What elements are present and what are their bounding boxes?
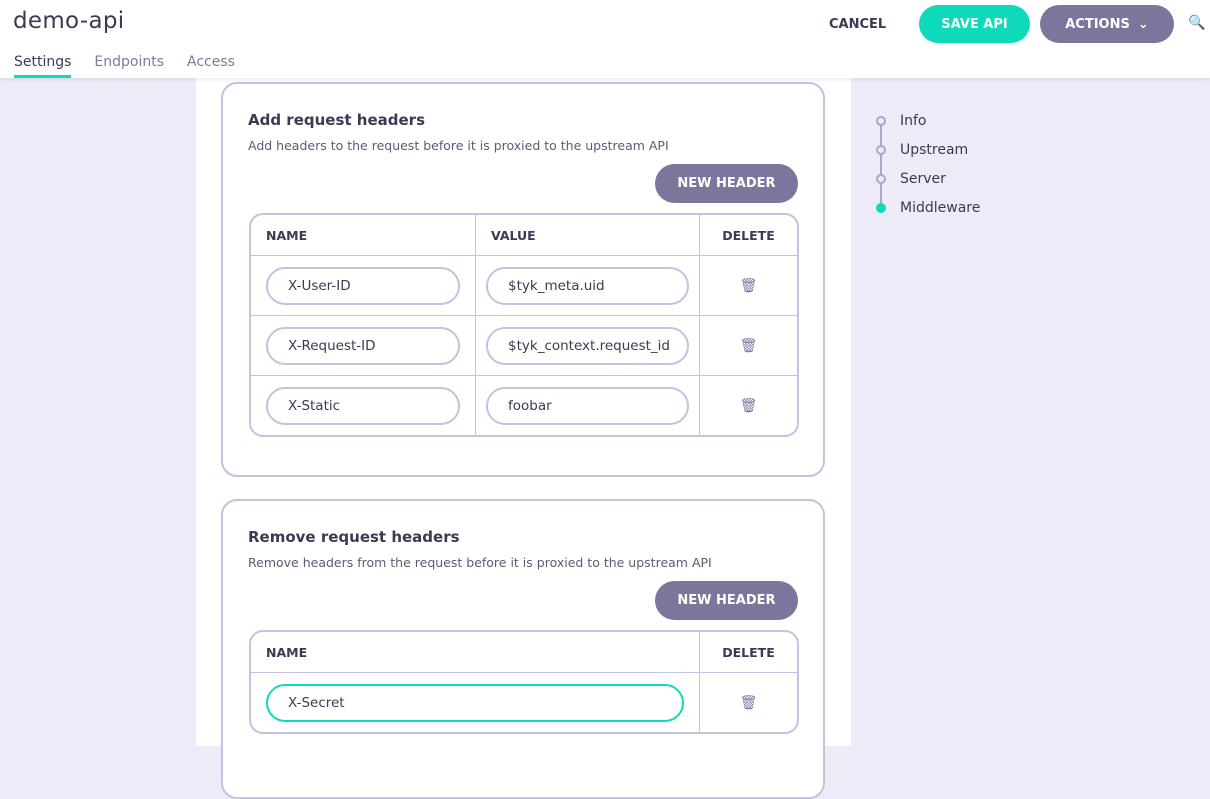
headers-table: NAME VALUE DELETE X-User-ID $tyk_meta.ui…	[249, 213, 799, 437]
new-header-button[interactable]: NEW HEADER	[655, 164, 798, 203]
step-label: Upstream	[900, 141, 969, 158]
tabs: Settings Endpoints Access	[14, 54, 235, 78]
header-name-input[interactable]: X-Request-ID	[266, 326, 460, 365]
headers-table: NAME DELETE X-Secret 🗑	[249, 630, 799, 734]
header-value-input[interactable]: $tyk_meta.uid	[486, 266, 689, 305]
table-row: X-Request-ID $tyk_context.request_id 🗑	[251, 315, 797, 375]
header-name-input[interactable]: X-User-ID	[266, 266, 460, 305]
trash-icon[interactable]: 🗑	[739, 277, 758, 294]
table-row: X-Static foobar 🗑	[251, 375, 797, 435]
tab-settings[interactable]: Settings	[14, 54, 72, 78]
step-info[interactable]: Info	[876, 106, 980, 135]
card-title: Remove request headers	[248, 528, 460, 546]
main-content: Add request headers Add headers to the r…	[196, 78, 851, 799]
column-delete: DELETE	[699, 215, 797, 255]
step-dot-icon	[876, 144, 886, 155]
step-label: Middleware	[900, 199, 981, 216]
column-value: VALUE	[475, 215, 699, 255]
header-name-input[interactable]: X-Static	[266, 386, 460, 425]
step-dot-icon	[876, 115, 886, 126]
save-label: SAVE API	[941, 16, 1008, 32]
save-api-button[interactable]: SAVE API	[919, 5, 1030, 43]
table-header: NAME VALUE DELETE	[251, 215, 797, 255]
step-label: Server	[900, 170, 946, 187]
trash-icon[interactable]: 🗑	[739, 694, 758, 711]
table-header: NAME DELETE	[251, 632, 797, 672]
step-middleware[interactable]: Middleware	[876, 193, 980, 222]
step-dot-active-icon	[876, 202, 886, 213]
table-row: X-User-ID $tyk_meta.uid 🗑	[251, 255, 797, 315]
card-description: Add headers to the request before it is …	[248, 138, 669, 153]
section-stepper: Info Upstream Server Middleware	[876, 106, 980, 222]
tab-access[interactable]: Access	[187, 54, 235, 70]
header-value-input[interactable]: $tyk_context.request_id	[486, 326, 689, 365]
actions-label: ACTIONS	[1065, 16, 1130, 32]
table-row: X-Secret 🗑	[251, 672, 797, 732]
actions-button[interactable]: ACTIONS ⌄	[1040, 5, 1174, 43]
new-header-button[interactable]: NEW HEADER	[655, 581, 798, 620]
step-server[interactable]: Server	[876, 164, 980, 193]
column-name: NAME	[266, 644, 308, 660]
step-label: Info	[900, 112, 927, 129]
step-dot-icon	[876, 173, 886, 184]
card-title: Add request headers	[248, 111, 425, 129]
column-name: NAME	[266, 227, 308, 243]
stepper-line	[880, 120, 882, 204]
trash-icon[interactable]: 🗑	[739, 397, 758, 414]
trash-icon[interactable]: 🗑	[739, 337, 758, 354]
card-description: Remove headers from the request before i…	[248, 555, 712, 570]
cancel-button[interactable]: CANCEL	[829, 17, 887, 32]
add-headers-card: Add request headers Add headers to the r…	[221, 82, 825, 477]
remove-headers-card: Remove request headers Remove headers fr…	[221, 499, 825, 799]
header-name-input[interactable]: X-Secret	[266, 683, 684, 722]
tab-endpoints[interactable]: Endpoints	[94, 54, 165, 70]
step-upstream[interactable]: Upstream	[876, 135, 980, 164]
header-value-input[interactable]: foobar	[486, 386, 689, 425]
page-title: demo-api	[13, 8, 125, 34]
header: demo-api Settings Endpoints Access CANCE…	[0, 0, 1210, 78]
chevron-down-icon: ⌄	[1137, 16, 1149, 32]
search-icon[interactable]: 🔍	[1188, 15, 1206, 31]
column-delete: DELETE	[699, 632, 797, 672]
